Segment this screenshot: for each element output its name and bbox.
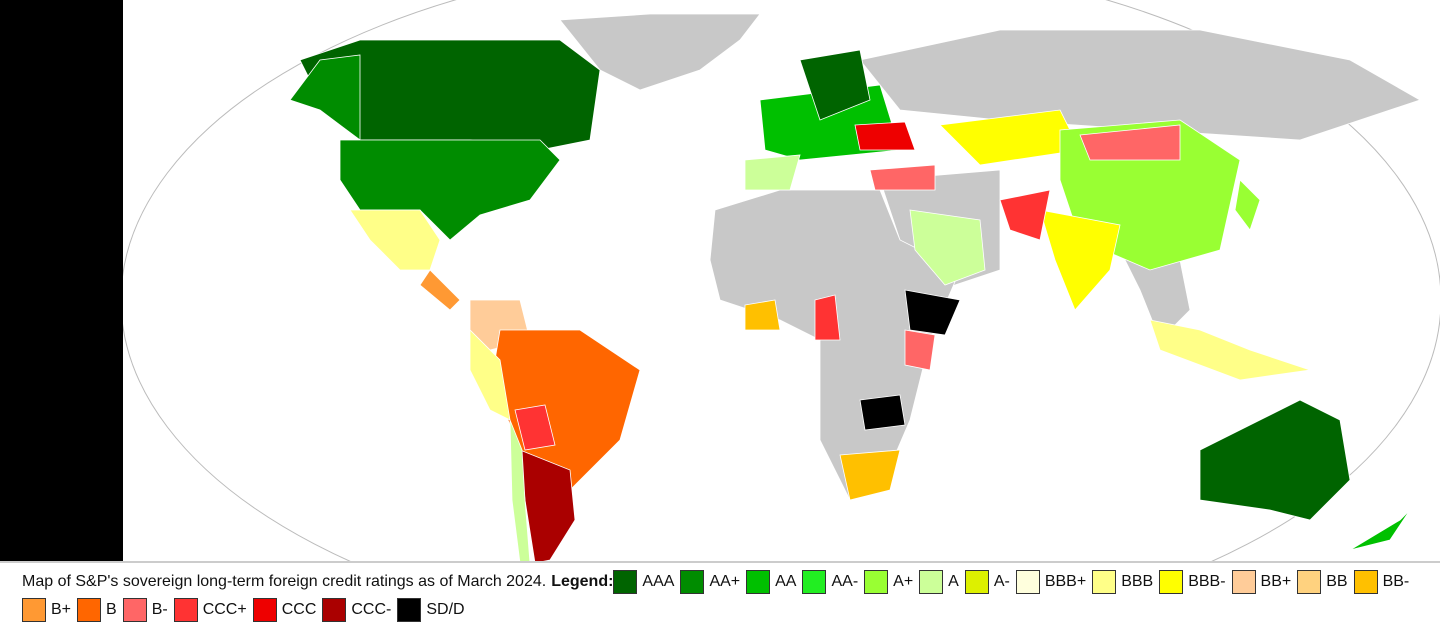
legend-swatch — [122, 598, 147, 622]
legend-text: B+ — [51, 601, 72, 618]
legend-swatch — [1297, 570, 1322, 594]
country — [904, 289, 961, 336]
legend-text: AAA — [642, 573, 675, 590]
legend-text: B- — [151, 601, 168, 618]
russia — [859, 29, 1421, 141]
country — [1234, 179, 1261, 231]
legend-item: AA- — [802, 570, 858, 594]
separator — [0, 561, 1440, 563]
legend-item: B+ — [22, 598, 71, 622]
legend-text: BBB- — [1188, 573, 1226, 590]
legend-swatch — [746, 570, 771, 594]
legend-text: SD/D — [426, 601, 465, 618]
legend-text: BB- — [1382, 573, 1410, 590]
legend-swatch — [1231, 570, 1256, 594]
country — [289, 54, 361, 141]
legend-item: A+ — [864, 570, 913, 594]
country — [1199, 399, 1351, 521]
greenland — [559, 13, 761, 91]
legend-item: AAA — [613, 570, 674, 594]
country — [744, 154, 801, 191]
legend-text: A+ — [893, 573, 914, 590]
legend-swatch — [680, 570, 705, 594]
legend-swatch — [864, 570, 889, 594]
country — [509, 419, 531, 563]
legend-item: CCC — [252, 598, 317, 622]
legend-item: A- — [964, 570, 1010, 594]
country — [999, 189, 1051, 241]
country — [339, 139, 561, 241]
country — [1079, 124, 1181, 161]
legend-swatch — [802, 570, 827, 594]
country — [419, 269, 461, 311]
legend-item: CCC- — [322, 598, 391, 622]
country — [1349, 509, 1411, 551]
country — [859, 394, 906, 431]
legend-swatch — [964, 570, 989, 594]
legend-item: AA+ — [680, 570, 740, 594]
legend-item: BB+ — [1231, 570, 1292, 594]
legend-label: Legend: — [551, 573, 614, 590]
country — [1039, 209, 1121, 311]
legend-text: BB — [1326, 573, 1348, 590]
legend-item: B — [77, 598, 117, 622]
legend-item: CCC+ — [173, 598, 247, 622]
country — [909, 209, 986, 286]
legend-swatch — [397, 598, 422, 622]
legend-text: B — [106, 601, 117, 618]
legend-swatch — [1092, 570, 1117, 594]
legend-item: BBB+ — [1015, 570, 1087, 594]
legend-text: BB+ — [1260, 573, 1292, 590]
legend-item: AA — [746, 570, 796, 594]
country — [799, 49, 871, 121]
legend-text: CCC — [281, 601, 317, 618]
country — [869, 164, 936, 191]
legend-item: SD/D — [397, 598, 465, 622]
legend-text: A — [948, 573, 959, 590]
legend: Map of S&P's sovereign long-term foreign… — [22, 570, 1432, 622]
country — [514, 404, 556, 451]
legend-text: BBB — [1121, 573, 1154, 590]
legend-swatch — [919, 570, 944, 594]
legend-item: BBB — [1092, 570, 1153, 594]
world-map — [0, 0, 1440, 563]
legend-swatch — [1015, 570, 1040, 594]
legend-swatch — [613, 570, 638, 594]
legend-item: BBB- — [1159, 570, 1226, 594]
legend-swatch — [22, 598, 46, 622]
legend-text: A- — [993, 573, 1010, 590]
legend-text: AA+ — [709, 573, 741, 590]
left-strip — [0, 0, 123, 563]
country — [839, 449, 901, 501]
country — [904, 329, 936, 371]
legend-text: CCC+ — [202, 601, 247, 618]
legend-text: AA — [775, 573, 797, 590]
legend-item: BB- — [1353, 570, 1410, 594]
legend-swatch — [252, 598, 277, 622]
country — [469, 329, 511, 421]
legend-item: A — [919, 570, 959, 594]
legend-swatch — [173, 598, 198, 622]
legend-text: CCC- — [351, 601, 392, 618]
country — [744, 299, 781, 331]
legend-swatch — [322, 598, 347, 622]
country — [814, 294, 841, 341]
legend-swatch — [1353, 570, 1378, 594]
legend-swatch — [1159, 570, 1184, 594]
legend-text: BBB+ — [1044, 573, 1087, 590]
legend-item: BB — [1297, 570, 1348, 594]
caption: Map of S&P's sovereign long-term foreign… — [22, 573, 547, 590]
legend-swatch — [77, 598, 102, 622]
legend-item: B- — [122, 598, 168, 622]
legend-text: AA- — [831, 573, 859, 590]
country — [854, 121, 916, 151]
country — [1149, 319, 1311, 381]
